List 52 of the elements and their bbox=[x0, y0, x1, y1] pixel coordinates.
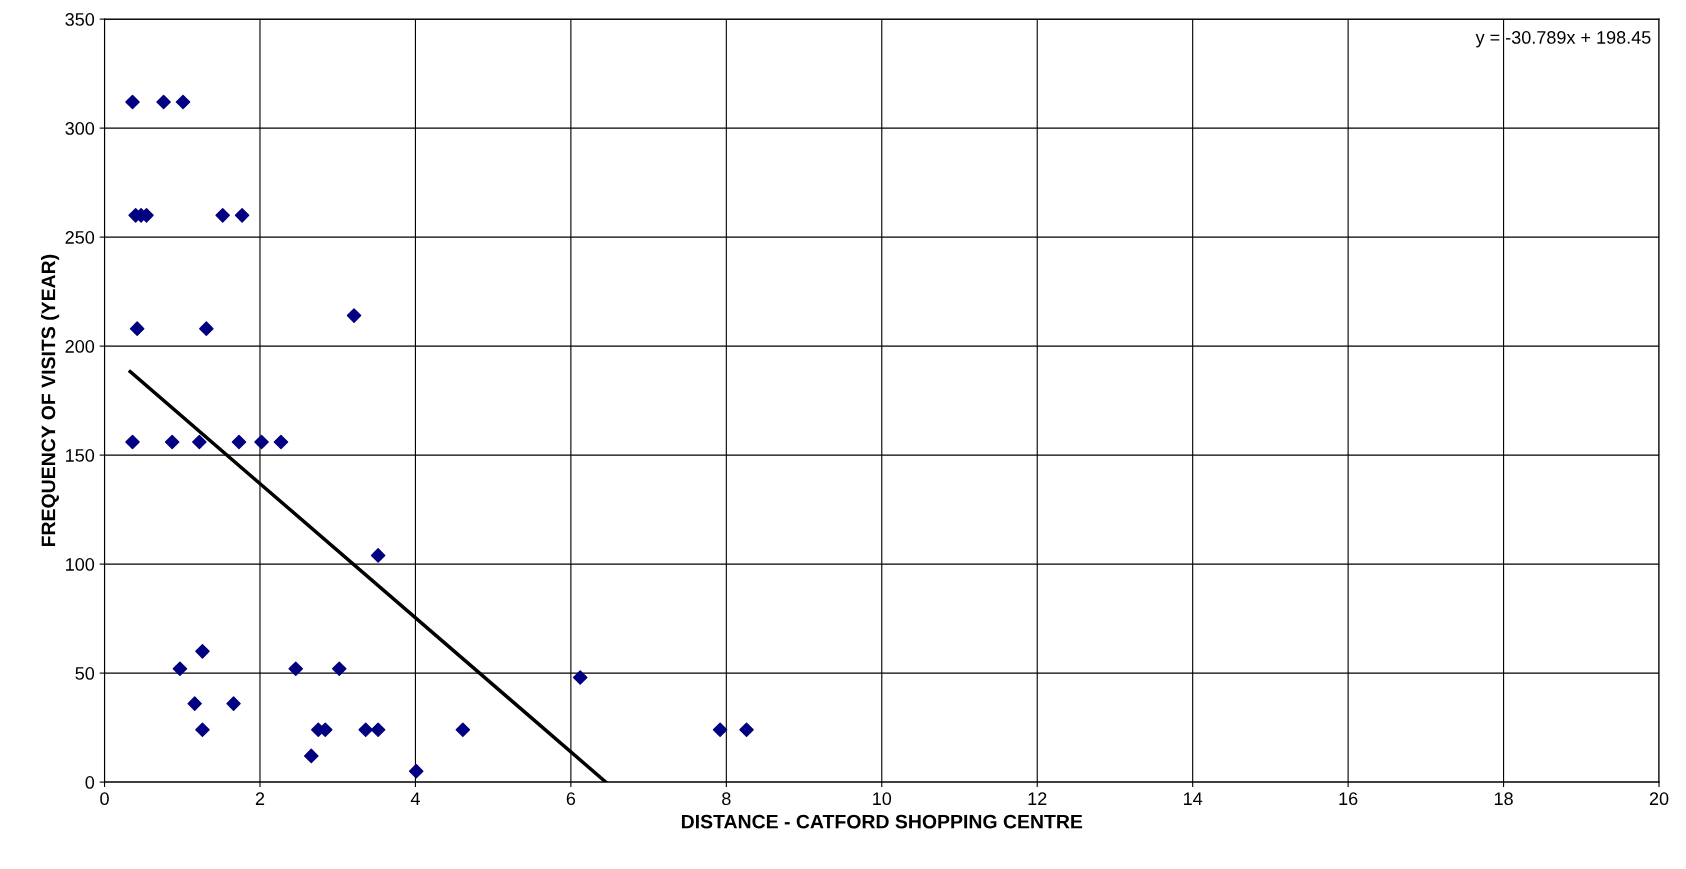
point bbox=[303, 748, 319, 764]
point bbox=[370, 722, 386, 738]
point bbox=[273, 434, 289, 450]
point bbox=[129, 321, 145, 336]
x-tick-label: 4 bbox=[410, 792, 420, 805]
point bbox=[175, 94, 191, 110]
annotation: y = -30.789x + 198.45 bbox=[1475, 31, 1651, 48]
point bbox=[195, 722, 210, 738]
y-tick-label: 0 bbox=[85, 776, 95, 789]
point bbox=[408, 763, 424, 779]
y-tick-label: 350 bbox=[65, 13, 95, 26]
point bbox=[331, 661, 347, 677]
x-tick-label: 6 bbox=[566, 792, 576, 806]
x-tick-label: 0 bbox=[100, 792, 109, 806]
point bbox=[187, 696, 202, 711]
point bbox=[288, 661, 304, 677]
y-tick-label: 250 bbox=[65, 231, 95, 244]
point bbox=[739, 722, 754, 738]
point bbox=[254, 434, 269, 450]
x-tick-label: 18 bbox=[1494, 792, 1513, 806]
point bbox=[156, 94, 171, 110]
y-tick-label: 150 bbox=[66, 449, 95, 462]
point bbox=[199, 321, 214, 336]
x-tick-label: 16 bbox=[1339, 792, 1358, 806]
point bbox=[231, 434, 247, 450]
point bbox=[234, 208, 250, 223]
y-tick-label: 200 bbox=[65, 340, 95, 353]
y-axis-title: FREQUENCY OF VISITS (YEAR) bbox=[41, 254, 60, 547]
x-axis-title: DISTANCE - CATFORD SHOPPING CENTRE bbox=[681, 814, 1083, 829]
point bbox=[125, 94, 140, 110]
point bbox=[192, 434, 207, 450]
point bbox=[226, 696, 241, 711]
point bbox=[172, 661, 188, 677]
point bbox=[195, 644, 210, 659]
point bbox=[455, 722, 471, 738]
x-tick-label: 2 bbox=[255, 792, 265, 805]
point bbox=[215, 208, 230, 223]
y-tick-label: 50 bbox=[75, 667, 95, 680]
point bbox=[358, 722, 373, 738]
point bbox=[572, 670, 588, 685]
point bbox=[712, 722, 728, 738]
y-tick-label: 300 bbox=[65, 122, 95, 135]
point bbox=[164, 434, 180, 450]
point bbox=[370, 548, 386, 563]
x-tick-label: 10 bbox=[873, 792, 892, 806]
x-tick-label: 12 bbox=[1028, 792, 1047, 805]
point bbox=[346, 308, 362, 323]
x-tick-label: 20 bbox=[1649, 792, 1669, 806]
y-tick-label: 100 bbox=[66, 558, 95, 571]
x-tick-label: 14 bbox=[1184, 792, 1203, 805]
point bbox=[125, 434, 140, 450]
x-tick-label: 8 bbox=[722, 792, 731, 806]
